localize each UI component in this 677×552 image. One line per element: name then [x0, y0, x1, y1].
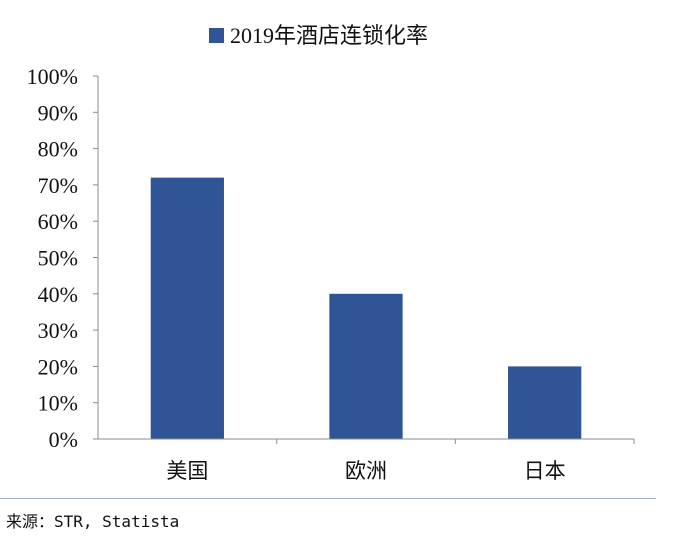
bar-3: [508, 366, 582, 439]
bar-1: [150, 177, 224, 439]
y-tick-label: 30%: [38, 318, 78, 343]
legend: 2019年酒店连锁化率: [209, 23, 428, 48]
x-category-label: 欧洲: [345, 459, 387, 483]
x-category-label: 美国: [166, 459, 208, 483]
source-note: 来源：STR, Statista: [6, 512, 180, 531]
y-tick-label: 80%: [38, 137, 78, 162]
bars: [150, 177, 582, 439]
y-tick-label: 100%: [27, 64, 78, 89]
legend-label: 2019年酒店连锁化率: [230, 23, 428, 48]
y-tick-label: 0%: [49, 427, 78, 452]
y-tick-label: 50%: [38, 246, 78, 271]
source-divider: [0, 498, 656, 499]
y-tick-label: 20%: [38, 354, 78, 379]
y-tick-label: 60%: [38, 209, 78, 234]
y-tick-label: 70%: [38, 173, 78, 198]
x-axis-labels: 美国 欧洲 日本: [166, 439, 635, 483]
legend-swatch: [209, 28, 224, 43]
y-tick-label: 10%: [38, 391, 78, 416]
y-tick-label: 90%: [38, 100, 78, 125]
bar-2: [329, 293, 403, 439]
y-axis-ticks: 0% 10% 20% 30% 40% 50% 60% 70% 80% 90% 100%: [27, 64, 98, 452]
x-category-label: 日本: [524, 459, 566, 483]
y-tick-label: 40%: [38, 282, 78, 307]
